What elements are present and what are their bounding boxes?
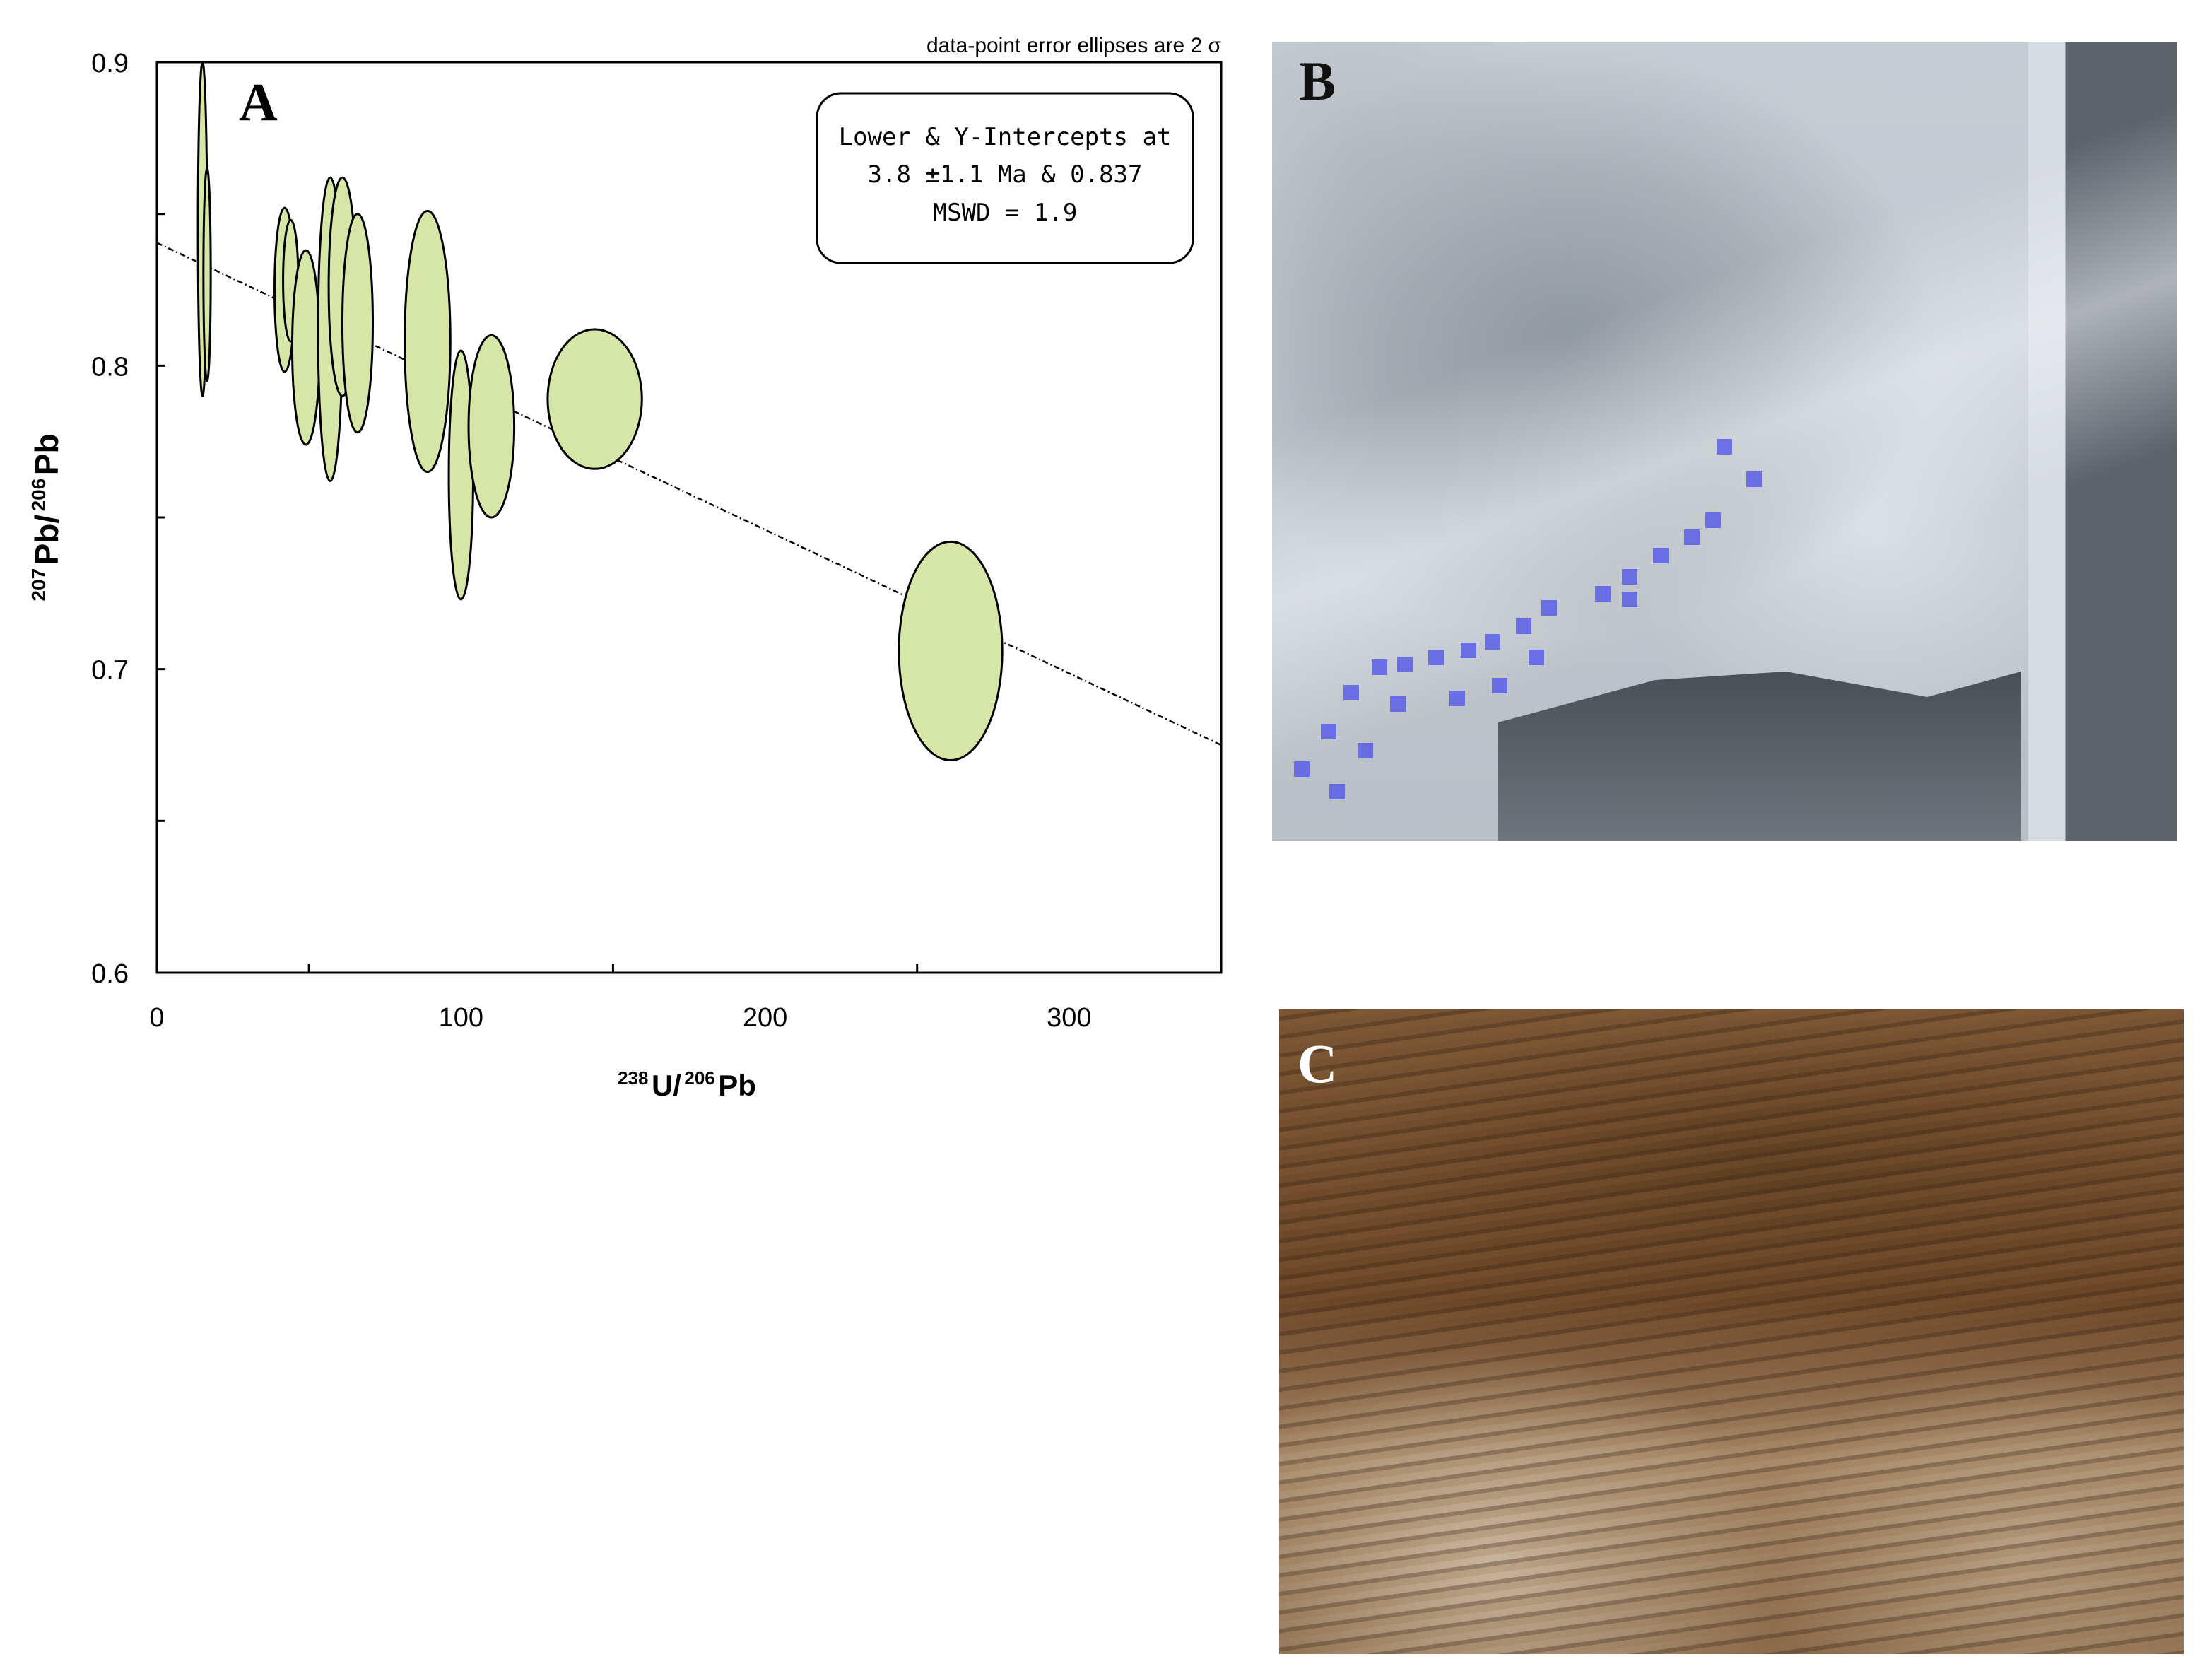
error-ellipse <box>341 213 375 434</box>
x-tick-label: 100 <box>439 1003 483 1033</box>
x-tick-label: 200 <box>743 1003 787 1033</box>
laser-spot-marker <box>1705 512 1721 528</box>
laser-spot-marker <box>1684 529 1700 545</box>
laser-spot-marker <box>1449 691 1465 706</box>
x-axis-label-main-2: Pb <box>718 1069 756 1102</box>
info-box-line-1: Lower & Y-Intercepts at <box>839 123 1172 151</box>
laser-spot-marker <box>1595 586 1611 602</box>
micrograph-photo-c: C <box>1279 1009 2184 1654</box>
y-axis-label-sup-1: 207 <box>28 568 49 602</box>
x-minor-ticks <box>307 964 919 973</box>
y-axis-label-main-1: Pb/ <box>28 515 65 565</box>
laser-spot-marker <box>1397 657 1413 672</box>
laser-spot-marker <box>1372 659 1387 675</box>
laser-spot-marker <box>1541 600 1557 616</box>
y-minor-ticks <box>157 61 165 974</box>
y-tick-label: 0.9 <box>91 49 129 78</box>
error-ellipse <box>467 334 516 519</box>
laser-spot-marker <box>1622 592 1637 607</box>
error-ellipse <box>447 349 474 601</box>
intercept-info-box <box>816 92 1194 264</box>
x-axis-label-sup-2: 206 <box>684 1067 714 1089</box>
y-tick-label: 0.7 <box>91 656 129 686</box>
laser-spot-marker <box>1516 618 1531 634</box>
thin-section-photo-b: B <box>1272 42 2177 841</box>
laser-spot-marker <box>1461 643 1476 658</box>
y-axis-label-sup-2: 206 <box>28 479 49 512</box>
error-ellipse <box>290 249 321 446</box>
panel-label-c: C <box>1298 1033 1338 1094</box>
error-ellipse <box>404 209 452 474</box>
y-tick-labels: 0.6 0.7 0.8 0.9 <box>91 49 129 989</box>
laser-spot-marker <box>1492 678 1507 693</box>
laser-spot-marker <box>1329 784 1345 799</box>
y-tick-label: 0.8 <box>91 352 129 382</box>
laser-spot-marker <box>1529 650 1544 665</box>
error-ellipses <box>196 61 1004 761</box>
error-ellipse <box>546 328 643 470</box>
laser-spot-marker <box>1653 548 1669 563</box>
info-box-line-2: 3.8 ±1.1 Ma & 0.837 <box>868 160 1143 189</box>
y-axis-label-main-2: Pb <box>28 433 65 475</box>
x-axis-label-main-1: U/ <box>652 1069 681 1102</box>
laser-spot-marker <box>1321 724 1336 739</box>
x-axis-label: 238 U/ 206 Pb <box>618 1067 756 1102</box>
u-pb-chart: data-point error ellipses are 2 σ 0 100 20… <box>28 34 1223 1102</box>
error-ellipse-note: data-point error ellipses are 2 σ <box>926 34 1222 57</box>
laser-spot-marker <box>1294 761 1310 777</box>
laser-spot-marker <box>1358 743 1373 758</box>
laser-spot-marker <box>1390 696 1406 712</box>
laser-spot-marker <box>1485 634 1500 650</box>
laser-spot-marker <box>1428 650 1444 665</box>
error-ellipse <box>202 167 212 382</box>
laser-spot-marker <box>1622 569 1637 585</box>
error-ellipse <box>898 540 1004 761</box>
x-tick-label: 300 <box>1047 1003 1091 1033</box>
info-box-line-3: MSWD = 1.9 <box>933 199 1078 227</box>
y-tick-label: 0.6 <box>91 959 129 989</box>
laser-spot-marker <box>1746 471 1762 487</box>
x-axis-label-sup-1: 238 <box>618 1067 648 1089</box>
laser-spot-marker <box>1717 439 1732 455</box>
x-tick-labels: 0 100 200 300 <box>149 1003 1091 1033</box>
laser-spots-layer <box>1294 439 1762 799</box>
x-tick-label: 0 <box>149 1003 164 1033</box>
panel-label-b: B <box>1299 50 1336 112</box>
y-axis-label: 207 Pb/ 206 Pb <box>28 433 65 601</box>
laser-spot-marker <box>1343 685 1359 700</box>
panel-label-a: A <box>239 73 278 132</box>
